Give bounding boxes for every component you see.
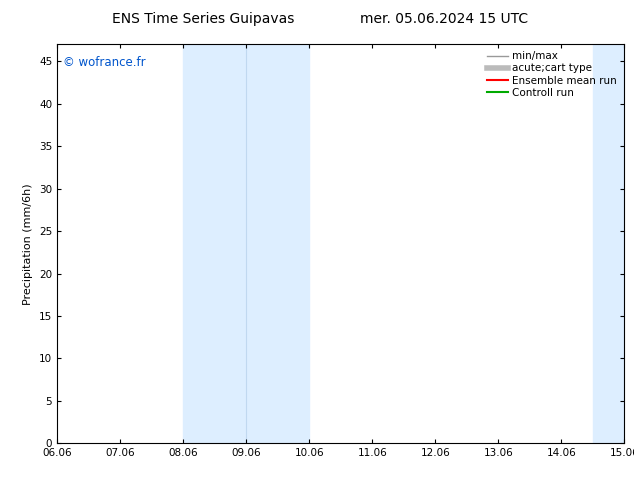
Text: ENS Time Series Guipavas: ENS Time Series Guipavas	[112, 12, 294, 26]
Bar	[593, 44, 624, 443]
Text: © wofrance.fr: © wofrance.fr	[63, 56, 145, 69]
Bar	[183, 44, 309, 443]
Y-axis label: Precipitation (mm/6h): Precipitation (mm/6h)	[23, 183, 34, 305]
Legend: min/max, acute;cart type, Ensemble mean run, Controll run: min/max, acute;cart type, Ensemble mean …	[486, 49, 619, 100]
Text: mer. 05.06.2024 15 UTC: mer. 05.06.2024 15 UTC	[359, 12, 528, 26]
